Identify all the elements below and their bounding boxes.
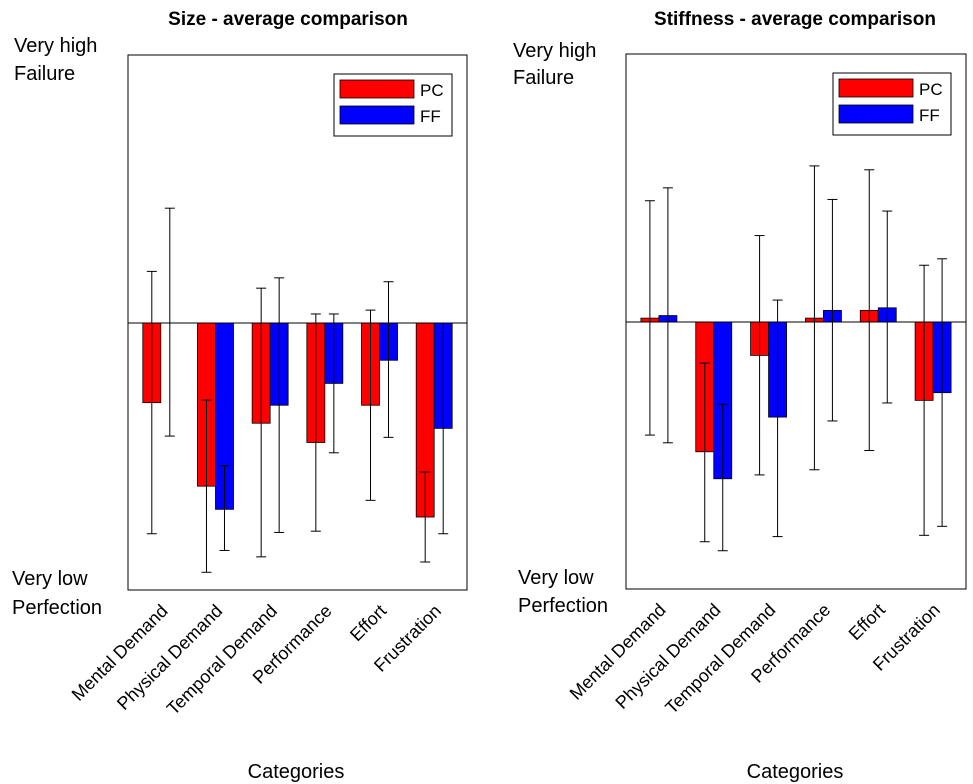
x-axis-label: Categories [747, 761, 844, 783]
legend-swatch-ff [838, 104, 914, 124]
x-axis-label: Categories [248, 761, 345, 783]
y-label-bottom-line2: Perfection [12, 597, 102, 619]
legend-swatch-pc [838, 78, 914, 98]
legend-label-pc: PC [919, 80, 943, 99]
chart-title: Size - average comparison [168, 9, 408, 30]
y-label-top-line2: Failure [14, 63, 75, 85]
category-tick-label: Effort [845, 600, 889, 644]
legend-label-ff: FF [420, 107, 441, 126]
y-label-bottom-line1: Very low [518, 567, 594, 589]
legend-label-pc: PC [420, 81, 444, 100]
category-tick-label: Effort [346, 601, 390, 645]
size-chart-panel: Size - average comparison Very high Fail… [12, 9, 468, 783]
chart-title: Stiffness - average comparison [654, 9, 936, 30]
y-label-bottom-line2: Perfection [518, 595, 608, 617]
legend-swatch-ff [339, 105, 415, 125]
y-label-bottom-line1: Very low [12, 568, 88, 590]
y-label-top-line1: Very high [513, 40, 596, 62]
y-label-top-line1: Very high [14, 35, 97, 57]
stiffness-chart-panel: Stiffness - average comparison Very high… [513, 9, 967, 783]
legend-swatch-pc [339, 79, 415, 99]
y-label-top-line2: Failure [513, 67, 574, 89]
legend-label-ff: FF [919, 106, 940, 125]
